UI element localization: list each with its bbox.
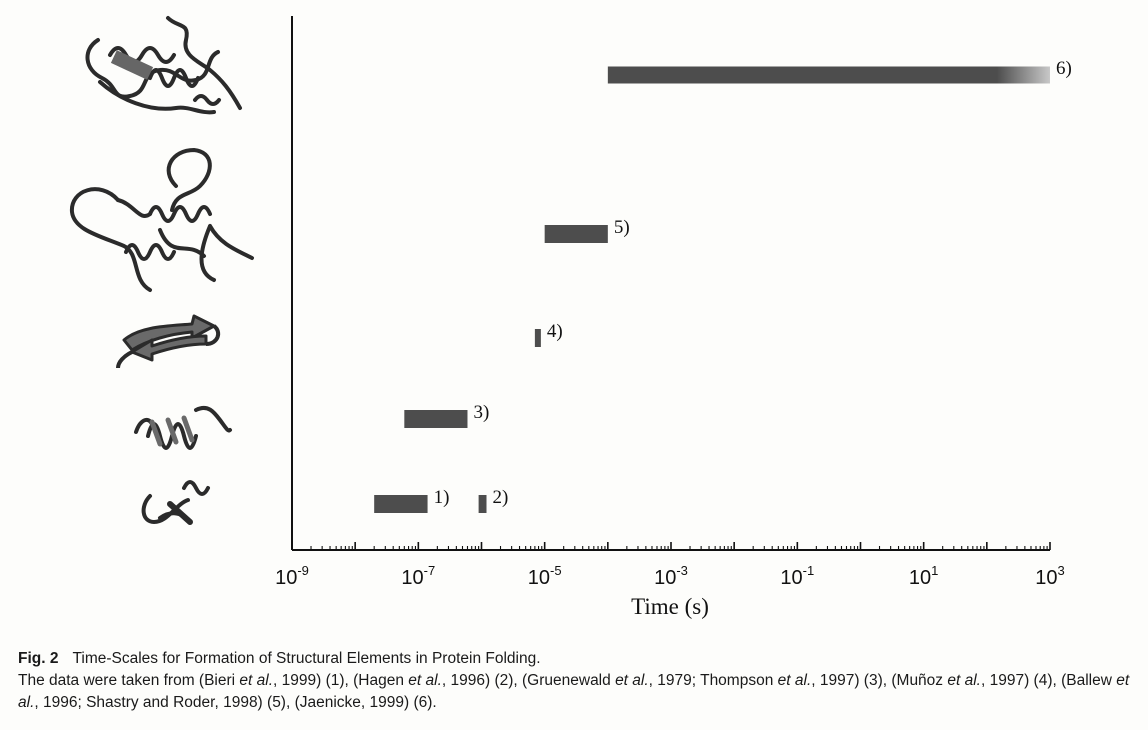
bar-label: 1) bbox=[434, 487, 450, 508]
alpha-helix-icon bbox=[134, 405, 232, 450]
caption-et-al: et al. bbox=[777, 672, 812, 689]
caption-text: , 1999) (1), (Hagen bbox=[273, 672, 409, 689]
beta-hairpin-icon bbox=[116, 314, 221, 369]
caption-et-al: et al. bbox=[18, 672, 1130, 711]
timescale-bar bbox=[374, 495, 428, 513]
x-tick-label: 10-1 bbox=[780, 563, 814, 589]
timescale-bar bbox=[607, 66, 1050, 84]
caption-title-line: Fig. 2 Time-Scales for Formation of Struc… bbox=[18, 648, 1138, 670]
caption-et-al: et al. bbox=[615, 672, 649, 689]
caption-figure-label: Fig. 2 bbox=[18, 650, 59, 667]
x-tick-label: 10-9 bbox=[275, 563, 309, 589]
bar-label: 4) bbox=[547, 321, 563, 342]
figure-caption: Fig. 2 Time-Scales for Formation of Struc… bbox=[18, 648, 1138, 714]
caption-text: , 1997) (3), (Muñoz bbox=[811, 672, 948, 689]
x-tick-label: 10-5 bbox=[528, 563, 562, 589]
x-tick-label: 103 bbox=[1035, 563, 1064, 589]
x-axis-title: Time (s) bbox=[631, 594, 709, 619]
protein-tertiary-structure-icon bbox=[85, 16, 242, 115]
caption-text: , 1979; Thompson bbox=[648, 672, 778, 689]
timescale-bar bbox=[534, 329, 541, 347]
caption-et-al: et al. bbox=[408, 672, 442, 689]
timescale-bar bbox=[404, 410, 468, 428]
caption-body: The data were taken from (Bieri et al., … bbox=[18, 670, 1138, 714]
bar-label: 5) bbox=[614, 217, 630, 238]
x-tick-label: 10-3 bbox=[654, 563, 688, 589]
caption-et-al: et al. bbox=[239, 672, 274, 689]
caption-text: The data were taken from (Bieri bbox=[18, 672, 240, 689]
caption-et-al: et al. bbox=[947, 672, 981, 689]
protein-large-structure-icon bbox=[69, 148, 254, 292]
bar-label: 2) bbox=[493, 487, 509, 508]
timescale-chart: 10-9 10-7 10-5 10-3 10-1 101 103 1) 2)3)4)5)6) … bbox=[69, 16, 1072, 619]
x-tick-label: 101 bbox=[909, 563, 938, 589]
caption-text: , 1997) (4), (Ballew bbox=[980, 672, 1117, 689]
x-tick-label: 10-7 bbox=[401, 563, 435, 589]
bar-label: 3) bbox=[473, 402, 489, 423]
caption-text: , 1996; Shastry and Roder, 1998) (5), (J… bbox=[34, 694, 437, 711]
caption-text: , 1996) (2), (Gruenewald bbox=[441, 672, 616, 689]
bar-label: 6) bbox=[1056, 58, 1072, 79]
turn-loop-icon bbox=[141, 480, 210, 525]
timescale-bar bbox=[544, 225, 608, 243]
timescale-bar bbox=[478, 495, 487, 513]
caption-title: Time-Scales for Formation of Structural … bbox=[72, 650, 541, 667]
